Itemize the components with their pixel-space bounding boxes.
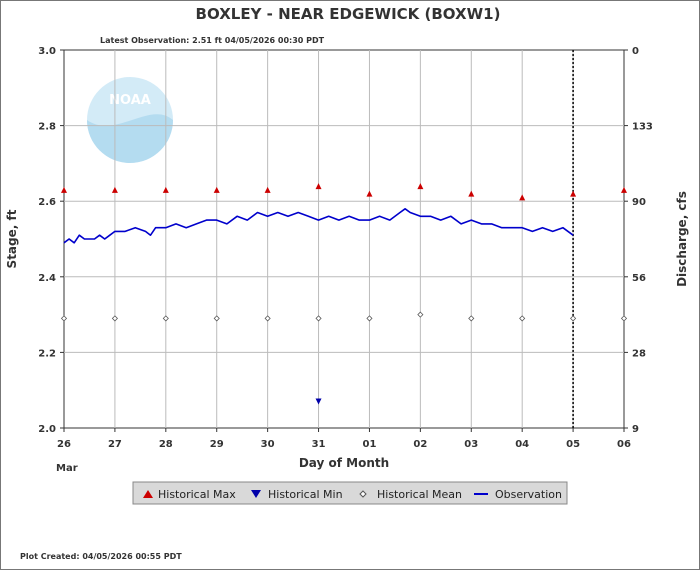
historical-max-point xyxy=(570,190,577,197)
legend-box xyxy=(132,481,568,505)
plot-area xyxy=(63,49,625,429)
data-markers xyxy=(60,183,628,405)
plot-created-note: Plot Created: 04/05/2026 00:55 PDT xyxy=(20,552,182,561)
latest-observation-note: Latest Observation: 2.51 ft 04/05/2026 0… xyxy=(100,36,325,45)
legend: Historical Max Historical Min Historical… xyxy=(132,481,568,505)
historical-max-point xyxy=(417,183,424,190)
historical-max-point xyxy=(61,186,67,193)
x-axis-label: Day of Month xyxy=(299,456,389,470)
y-left-tick-label: 2.6 xyxy=(38,197,56,208)
y-left-tick-label: 2.8 xyxy=(38,122,56,133)
y-right-tick-label: 0 xyxy=(632,46,639,57)
y-right-tick-label: 133 xyxy=(632,122,653,133)
axes: 26 27 28 29 30 31 01 02 03 04 05 06 3.0 0 2.8 133 2.6 90 2… xyxy=(38,46,653,450)
historical-max-point xyxy=(315,183,322,190)
x-tick-label: 30 xyxy=(261,439,275,450)
historical-max-point xyxy=(111,186,118,193)
x-tick-label: 28 xyxy=(159,439,173,450)
chart-title: BOXLEY - NEAR EDGEWICK (BOXW1) xyxy=(196,5,501,23)
historical-mean-point xyxy=(366,315,373,322)
y-axis-right-label: Discharge, cfs xyxy=(675,191,689,287)
legend-observation: Observation xyxy=(495,488,562,501)
historical-max-point xyxy=(366,190,373,197)
y-right-tick-label: 28 xyxy=(632,348,646,359)
historical-mean-point xyxy=(162,315,169,322)
legend-min-marker xyxy=(251,490,261,498)
y-axis-left-label: Stage, ft xyxy=(5,209,19,268)
y-right-tick-label: 9 xyxy=(632,424,639,435)
historical-max-point xyxy=(162,186,169,193)
x-tick-label: 04 xyxy=(515,439,529,450)
historical-mean-point xyxy=(213,315,220,322)
y-left-tick-label: 2.4 xyxy=(38,273,56,284)
x-tick-label: 27 xyxy=(108,439,122,450)
x-tick-label: 02 xyxy=(413,439,427,450)
historical-max-point xyxy=(621,186,627,193)
historical-mean-point xyxy=(519,315,526,322)
x-axis-month-label: Mar xyxy=(56,463,78,474)
legend-historical-mean: Historical Mean xyxy=(377,488,462,501)
historical-min-point xyxy=(315,398,322,405)
historical-max-point xyxy=(264,186,271,193)
y-left-tick-label: 2.2 xyxy=(38,348,56,359)
historical-mean-point xyxy=(264,315,271,322)
historical-mean-point xyxy=(315,315,322,322)
historical-max-point xyxy=(213,186,220,193)
historical-max-point xyxy=(468,190,475,197)
x-tick-label: 29 xyxy=(210,439,224,450)
noaa-logo: NOAA xyxy=(87,77,173,163)
y-left-tick-label: 3.0 xyxy=(38,46,56,57)
data-series xyxy=(63,208,574,244)
legend-max-marker xyxy=(143,490,153,498)
x-tick-label: 03 xyxy=(464,439,478,450)
legend-historical-min: Historical Min xyxy=(268,488,343,501)
noaa-logo-text: NOAA xyxy=(109,93,151,108)
historical-mean-point xyxy=(417,311,424,318)
historical-mean-point xyxy=(60,315,68,322)
historical-mean-point xyxy=(111,315,118,322)
x-tick-label: 01 xyxy=(362,439,376,450)
historical-mean-point xyxy=(570,315,577,322)
historical-mean-point xyxy=(468,315,475,322)
x-tick-label: 26 xyxy=(57,439,71,450)
legend-mean-marker xyxy=(359,490,367,498)
grid-lines xyxy=(64,50,624,428)
x-tick-label: 31 xyxy=(312,439,326,450)
observation-series-line xyxy=(63,208,574,244)
y-right-tick-label: 90 xyxy=(632,197,646,208)
x-tick-label: 06 xyxy=(617,439,631,450)
x-tick-label: 05 xyxy=(566,439,580,450)
historical-mean-point xyxy=(620,315,628,322)
y-right-tick-label: 56 xyxy=(632,273,646,284)
historical-max-point xyxy=(519,194,526,201)
y-left-tick-label: 2.0 xyxy=(38,424,56,435)
legend-historical-max: Historical Max xyxy=(158,488,236,501)
